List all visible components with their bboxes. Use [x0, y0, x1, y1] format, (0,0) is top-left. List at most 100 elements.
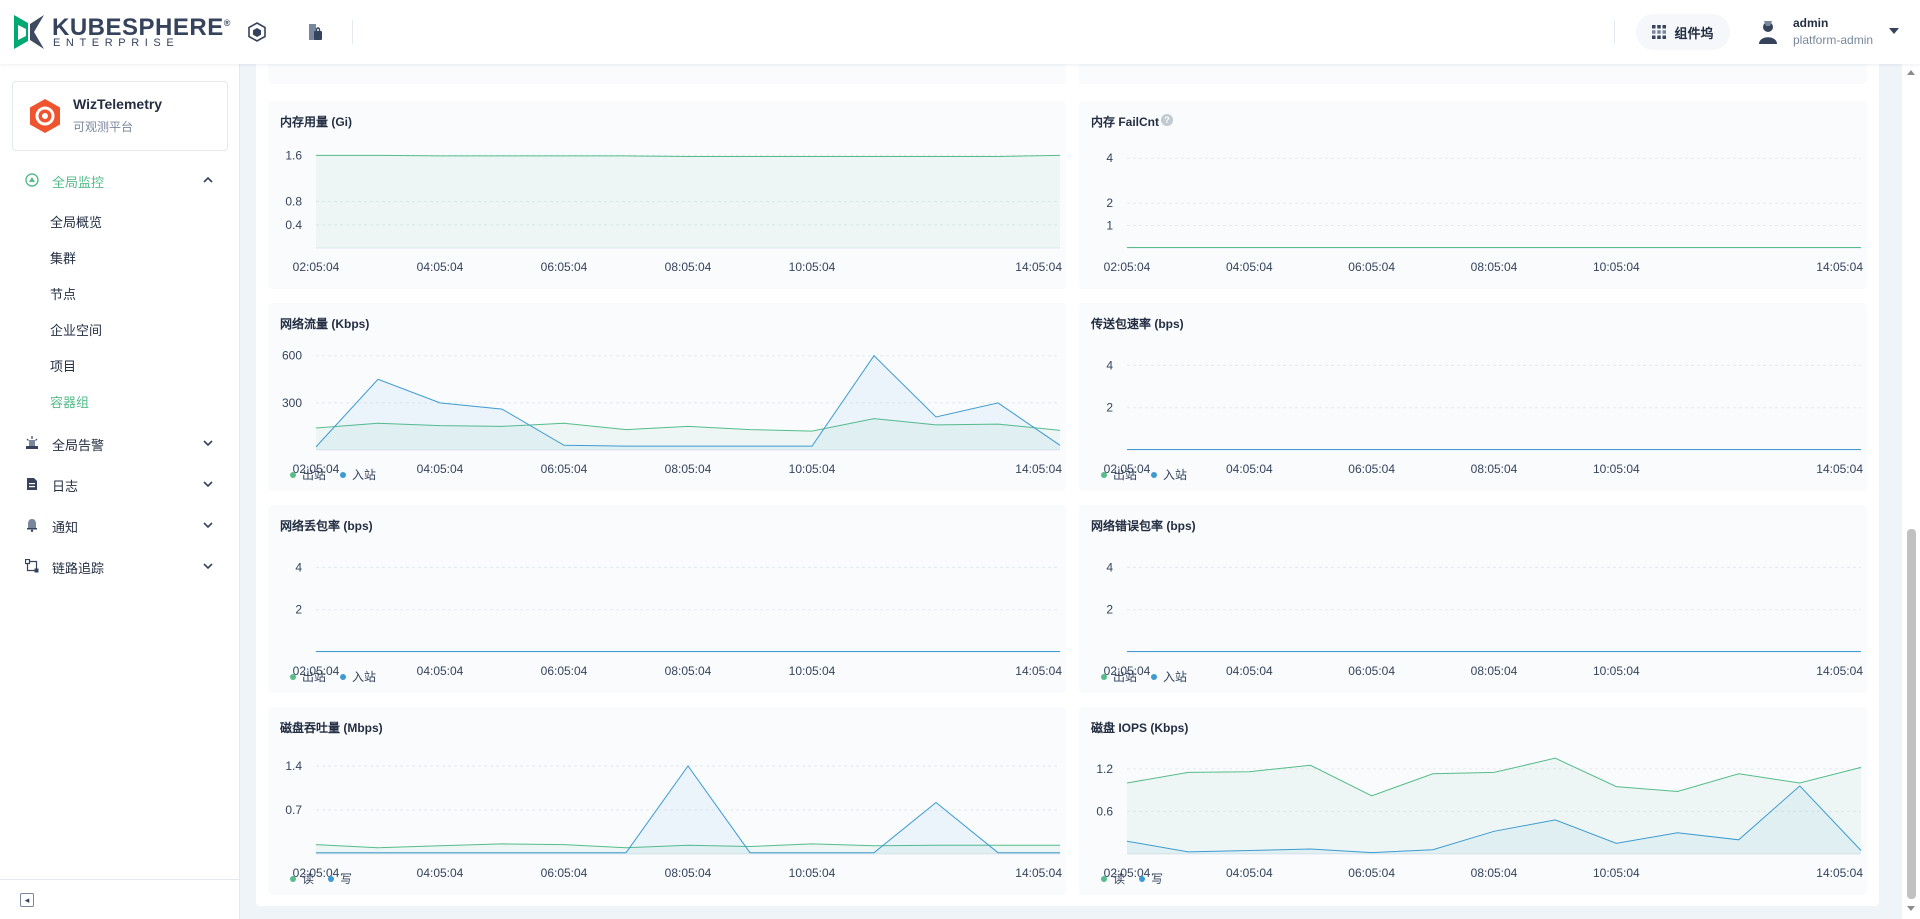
sidebar-group-label: 链路追踪 — [52, 561, 105, 576]
series-area — [1127, 758, 1861, 854]
x-tick-label: 08:05:04 — [665, 664, 712, 678]
scroll-up-icon[interactable] — [1907, 70, 1915, 75]
legend-dot-icon — [290, 471, 296, 478]
chart-panel-disk-iops: 磁盘 IOPS (Kbps) 1.2 0.6 02:05:04 04:05:04 06:0… — [1079, 707, 1867, 895]
chart-svg: 4 2 1 02:05:04 04:05:04 06:05:04 08:05:04 10:05… — [1104, 151, 1864, 274]
sidebar-item-pods[interactable]: 容器组 — [50, 395, 90, 410]
x-tick-label: 10:05:04 — [1593, 260, 1640, 274]
legend-item[interactable]: 入站 — [340, 668, 376, 685]
sidebar-item-overview[interactable]: 全局概览 — [50, 215, 103, 230]
legend-dot-icon — [1151, 471, 1158, 478]
x-tick-label: 08:05:04 — [1471, 260, 1518, 274]
chart-legend: 读写 — [290, 870, 352, 887]
legend-dot-icon — [1151, 673, 1158, 680]
x-tick-label: 04:05:04 — [1226, 664, 1273, 678]
sidebar-group-logging[interactable]: 日志 — [0, 464, 240, 504]
app-card[interactable]: WizTelemetry 可观测平台 — [12, 81, 228, 151]
chart-panel-memory-usage: 内存用量 (Gi) 1.6 0.8 0.4 02:05:04 04:05:04 06:05:… — [268, 101, 1066, 289]
x-tick-label: 14:05:04 — [1015, 462, 1062, 476]
caret-down-icon[interactable] — [1889, 28, 1899, 34]
y-tick-label: 600 — [282, 349, 302, 363]
header-divider — [352, 20, 353, 44]
x-tick-label: 08:05:04 — [1471, 866, 1518, 880]
kubesphere-logo-icon — [14, 15, 44, 49]
sidebar-group-notification[interactable]: 通知 — [0, 505, 240, 545]
x-tick-label: 14:05:04 — [1816, 664, 1863, 678]
workspace-icon[interactable] — [302, 19, 328, 45]
cluster-icon[interactable] — [244, 19, 270, 45]
y-tick-label: 0.4 — [285, 218, 302, 232]
chart-svg: 4 2 02:05:04 04:05:04 06:05:04 08:05:04 10:05:… — [1104, 358, 1864, 476]
legend-item[interactable]: 出站 — [1101, 668, 1137, 685]
y-tick-label: 2 — [1106, 603, 1113, 617]
chart-panel-packet-rate: 传送包速率 (bps) 4 2 02:05:04 04:05:04 06:05:04 08:… — [1079, 303, 1867, 491]
sidebar-group-monitoring[interactable]: 全局监控 — [0, 160, 240, 200]
legend-item[interactable]: 出站 — [290, 466, 326, 483]
series-area — [316, 355, 1060, 450]
sidebar-group-alerting[interactable]: 全局告警 — [0, 423, 240, 463]
x-tick-label: 06:05:04 — [1348, 462, 1395, 476]
x-tick-label: 06:05:04 — [541, 866, 588, 880]
chart-title: 内存用量 (Gi) — [280, 115, 352, 129]
scroll-down-icon[interactable] — [1907, 906, 1915, 911]
legend-label: 入站 — [352, 468, 377, 482]
x-tick-label: 14:05:04 — [1015, 664, 1062, 678]
chart-svg: 1.4 0.7 02:05:04 04:05:04 06:05:04 08:05:04 10… — [285, 759, 1062, 880]
legend-item[interactable]: 出站 — [1101, 466, 1137, 483]
legend-label: 入站 — [352, 670, 377, 684]
y-tick-label: 2 — [1106, 401, 1113, 415]
legend-item[interactable]: 入站 — [340, 466, 376, 483]
legend-item[interactable]: 入站 — [1151, 466, 1187, 483]
series-area — [316, 155, 1060, 248]
legend-label: 出站 — [1113, 670, 1138, 684]
x-tick-label: 10:05:04 — [789, 260, 836, 274]
legend-item[interactable]: 读 — [1101, 870, 1125, 887]
kubesphere-logo[interactable]: KUBESPHERE® ENTERPRISE — [14, 13, 230, 51]
brand-name: KUBESPHERE® — [52, 14, 231, 41]
series-line — [316, 154, 1061, 157]
components-button[interactable]: 组件坞 — [1636, 14, 1730, 50]
bell-icon — [24, 517, 40, 533]
legend-item[interactable]: 写 — [1139, 870, 1163, 887]
chart-title: 网络丢包率 (bps) — [280, 519, 373, 533]
sidebar-group-tracing[interactable]: 链路追踪 — [0, 546, 240, 586]
x-tick-label: 02:05:04 — [1104, 664, 1151, 678]
help-icon[interactable]: ? — [1161, 114, 1173, 126]
user-role: platform-admin — [1793, 33, 1874, 47]
chart-legend: 出站 入站 — [290, 466, 376, 483]
sidebar-item-workspaces[interactable]: 企业空间 — [50, 323, 103, 338]
y-tick-label: 0.6 — [1096, 804, 1113, 818]
legend-dot-icon — [1101, 875, 1107, 882]
x-tick-label: 04:05:04 — [417, 664, 464, 678]
x-tick-label: 10:05:04 — [789, 664, 836, 678]
sidebar-item-clusters[interactable]: 集群 — [50, 251, 77, 266]
user-avatar-icon[interactable] — [1754, 18, 1782, 46]
sidebar-collapse-button[interactable]: ◂ — [0, 879, 240, 919]
sidebar-item-projects[interactable]: 项目 — [50, 359, 77, 374]
x-tick-label: 14:05:04 — [1816, 462, 1863, 476]
series-line — [316, 765, 1060, 854]
chevron-down-icon — [203, 563, 213, 570]
sidebar-group-label: 全局监控 — [52, 175, 105, 190]
chart-panel-memory-failcnt: 内存 FailCnt? 4 2 1 02:05:04 04:05:04 06:05:04 08… — [1079, 101, 1867, 289]
x-tick-label: 10:05:04 — [1593, 664, 1640, 678]
sidebar-item-nodes[interactable]: 节点 — [50, 287, 77, 302]
legend-item[interactable]: 读 — [290, 870, 314, 887]
chart-panel-packet-loss: 网络丢包率 (bps) 4 2 02:05:04 04:05:04 06:05:04 08:… — [268, 505, 1066, 693]
chart-title: 网络流量 (Kbps) — [280, 317, 370, 331]
chart-svg: 1.6 0.8 0.4 02:05:04 04:05:04 06:05:04 08:05:0… — [285, 148, 1062, 274]
legend-label: 读 — [1113, 872, 1126, 886]
legend-item[interactable]: 入站 — [1151, 668, 1187, 685]
chart-svg: 600 300 02:05:04 04:05:04 06:05:04 08:05:04 10… — [282, 349, 1062, 476]
y-tick-label: 4 — [1106, 151, 1113, 165]
y-tick-label: 1.4 — [285, 759, 302, 773]
legend-item[interactable]: 写 — [328, 870, 352, 887]
user-name[interactable]: admin — [1793, 16, 1829, 30]
legend-item[interactable]: 出站 — [290, 668, 326, 685]
x-tick-label: 08:05:04 — [665, 260, 712, 274]
scrollbar-thumb[interactable] — [1907, 529, 1916, 899]
alert-icon — [24, 435, 40, 451]
x-tick-label: 14:05:04 — [1015, 866, 1062, 880]
sidebar-group-label: 日志 — [52, 479, 79, 494]
y-tick-label: 0.7 — [285, 803, 302, 817]
